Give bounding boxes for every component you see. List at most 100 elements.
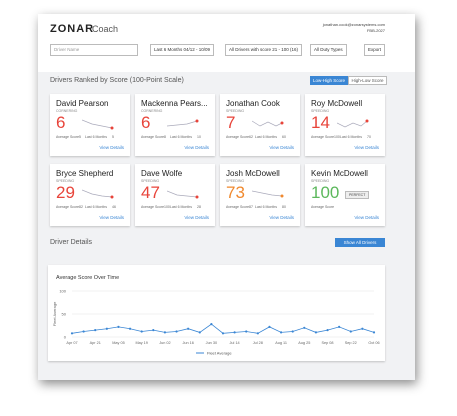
export-button[interactable]: Export — [364, 44, 386, 56]
driver-card: Kevin McDowell SPEEDING 100 Average Score PE… — [305, 164, 385, 226]
sort-high-low[interactable]: High-Low Score — [348, 76, 387, 85]
avg-label: Average Score — [311, 205, 335, 209]
x-tick-label: Jun 02 — [159, 341, 170, 345]
x-tick-label: Aug 11 — [275, 341, 287, 345]
driver-score: 73 — [226, 183, 245, 202]
period-label: Last 6 Months — [255, 135, 277, 139]
x-tick-label: Jul 14 — [230, 341, 240, 345]
header: ZONAR Coach jonathan.cook@zonarsystems.c… — [38, 14, 415, 72]
sparkline-path — [167, 120, 198, 127]
user-email[interactable]: jonathan.cook@zonarsystems.com — [322, 22, 385, 27]
driver-card: Roy McDowell SPEEDING 14 Average Score 100 La… — [305, 94, 385, 156]
sparkline — [167, 119, 199, 127]
view-details[interactable]: View Details — [184, 145, 209, 150]
sparkline-path — [82, 119, 113, 129]
sparkline-dot — [195, 119, 199, 123]
date-filter[interactable]: Last 6 Months 04/12 - 10/09 — [150, 44, 215, 56]
search-box[interactable]: Driver Name — [50, 44, 138, 56]
driver-score: 47 — [141, 183, 160, 202]
point — [105, 327, 108, 330]
sparkline-dot — [280, 194, 284, 198]
last-score: 70 — [367, 135, 371, 139]
driver-card: Jonathan Cook SPEEDING 7 Average Score 62 Las… — [220, 94, 300, 156]
last-score: 28 — [197, 205, 201, 209]
point — [70, 332, 74, 335]
prev-score: 62 — [249, 135, 253, 139]
view-details[interactable]: View Details — [354, 215, 379, 220]
driver-category: CORNERING — [141, 109, 163, 113]
view-details[interactable]: View Details — [354, 145, 379, 150]
view-details[interactable]: View Details — [99, 145, 124, 150]
ranking-title: Drivers Ranked by Score (100-Point Scale… — [50, 77, 184, 84]
x-tick-label: Aug 25 — [298, 341, 310, 345]
driver-card: Mackenna Pears... CORNERING 6 Average Score… — [135, 94, 215, 156]
point — [338, 325, 341, 328]
driver-name: Josh McDowell — [226, 169, 280, 178]
avg-label: Average Score — [311, 135, 335, 139]
last-score: 60 — [282, 135, 286, 139]
avg-label: Average Score — [141, 135, 165, 139]
sort-low-high[interactable]: Low-High Score — [310, 76, 348, 85]
driver-name: Jonathan Cook — [226, 99, 280, 108]
point — [94, 329, 97, 332]
avg-label: Average Score — [226, 135, 250, 139]
driver-card: David Pearson CORNERING 6 Average Score 5 Las… — [50, 94, 130, 156]
driver-score: 6 — [56, 113, 66, 132]
x-tick-label: May 19 — [135, 341, 147, 345]
x-tick-label: Apr 21 — [90, 341, 101, 345]
x-tick-label: Sep 08 — [322, 341, 334, 345]
avg-label: Average Score — [56, 135, 80, 139]
view-details[interactable]: View Details — [99, 215, 124, 220]
point — [326, 329, 329, 332]
period-label: Last 6 Months — [255, 205, 277, 209]
logo: ZONAR — [50, 23, 95, 35]
period-label: Last 6 Months — [170, 135, 192, 139]
point — [314, 331, 318, 334]
driver-card: Bryce Shepherd SPEEDING 29 Average Score 82 L… — [50, 164, 130, 226]
driver-name: Kevin McDowell — [311, 169, 368, 178]
driver-score: 100 — [311, 183, 340, 202]
point — [372, 331, 376, 334]
point — [256, 332, 259, 335]
view-details[interactable]: View Details — [184, 215, 209, 220]
app: ZONAR Coach jonathan.cook@zonarsystems.c… — [38, 14, 415, 380]
show-all-button[interactable]: Show All Drivers — [335, 238, 385, 247]
point — [268, 325, 271, 328]
driver-name: David Pearson — [56, 99, 109, 108]
prev-score: 100 — [334, 135, 340, 139]
chart-panel: Average Score Over Time Fleet Average 0 50… — [48, 265, 385, 361]
sparkline — [252, 120, 284, 127]
chart-title: Average Score Over Time — [56, 275, 119, 281]
prev-score: 87 — [249, 205, 253, 209]
avg-label: Average Score — [226, 205, 250, 209]
point — [82, 330, 85, 333]
user-id: FBB-2027 — [366, 28, 385, 33]
sparkline — [82, 119, 114, 130]
driver-category: SPEEDING — [311, 109, 330, 113]
y-tick-label: 50 — [62, 312, 67, 317]
driver-category: SPEEDING — [226, 109, 245, 113]
view-details[interactable]: View Details — [269, 145, 294, 150]
view-details[interactable]: View Details — [269, 215, 294, 220]
legend-label: Fleet Average — [207, 351, 232, 356]
x-tick-label: Jun 30 — [206, 341, 217, 345]
duty-filter[interactable]: All Duty Types — [310, 44, 347, 56]
product-name: Coach — [92, 24, 119, 34]
point — [140, 330, 143, 333]
y-axis-label: Fleet Average — [52, 301, 57, 326]
driver-category: CORNERING — [56, 109, 78, 113]
driver-filter[interactable]: All Drivers with score 21 - 100 (16) — [225, 44, 303, 56]
point — [175, 330, 178, 333]
point — [187, 327, 190, 330]
sparkline-dot — [110, 126, 114, 130]
point — [303, 326, 306, 329]
driver-category: SPEEDING — [56, 179, 75, 183]
point — [279, 331, 283, 334]
sparkline-dot — [110, 195, 114, 199]
driver-name: Mackenna Pears... — [141, 99, 208, 108]
driver-card: Dave Wolfe SPEEDING 47 Average Score 100 Last… — [135, 164, 215, 226]
sparkline-path — [252, 190, 283, 197]
sparkline-path — [337, 120, 368, 128]
point — [198, 331, 201, 334]
